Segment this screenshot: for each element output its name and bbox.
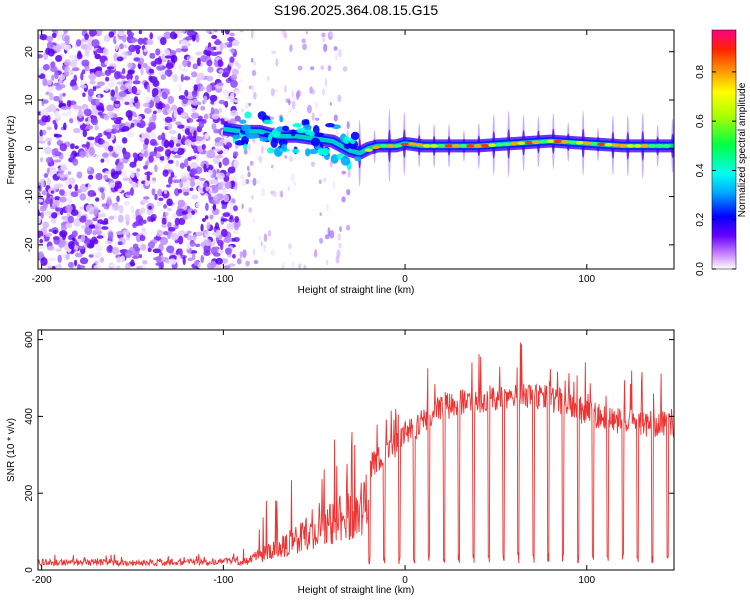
snr-xtick-label: 100 [578, 575, 595, 586]
snr-xtick-label: -100 [213, 575, 233, 586]
spectrogram-ytick-label: 20 [24, 46, 35, 58]
colorbar-tick-label: 0.2 [695, 212, 706, 226]
colorbar-gradient [711, 29, 737, 270]
snr-xlabel: Height of straight line (km) [298, 585, 415, 596]
spectrogram-ytick-label: 0 [24, 145, 35, 151]
colorbar: 0.0 0.2 0.4 0.6 0.8 Normalized spectral ampl… [695, 29, 748, 276]
spectrogram-ytick-label: -20 [24, 237, 35, 252]
snr-xtick-label: 0 [402, 575, 408, 586]
colorbar-tick-label: 0.6 [695, 114, 706, 128]
snr-ytick-label: 400 [24, 408, 35, 425]
colorbar-tick-label: 0.8 [695, 64, 706, 78]
spectrogram-xtick-label: -100 [213, 274, 233, 285]
snr-panel: -200 -100 0 100 0 200 400 600 Height of straigh… [6, 329, 675, 596]
snr-xtick-label: -200 [32, 575, 52, 586]
figure-title: S196.2025.364.08.15.G15 [274, 2, 438, 18]
spectrogram-ytick-label: 10 [24, 94, 35, 106]
snr-series-line [38, 342, 674, 567]
spectrogram-ylabel: Frequency (Hz) [6, 116, 17, 185]
spectrogram-image [38, 30, 674, 269]
snr-ytick-label: 600 [24, 331, 35, 348]
snr-frame [37, 329, 675, 571]
snr-ytick-label: 0 [24, 567, 35, 573]
snr-ylabel: SNR (10 * v/v) [6, 418, 17, 482]
spectrogram-xlabel: Height of straight line (km) [298, 285, 415, 296]
colorbar-tick-label: 0.0 [695, 262, 706, 276]
spectrogram-frame [37, 29, 675, 270]
snr-axes: -200 -100 0 100 0 200 400 600 [24, 330, 674, 586]
spectrogram-xtick-label: -200 [32, 274, 52, 285]
snr-plot [38, 342, 674, 567]
colorbar-tick-label: 0.4 [695, 163, 706, 177]
spectrogram-ytick-label: -10 [24, 189, 35, 204]
colorbar-label: Normalized spectral amplitude [737, 82, 748, 217]
spectrogram-xtick-label: 0 [402, 274, 408, 285]
spectrogram-xtick-label: 100 [578, 274, 595, 285]
colorbar-ticks: 0.0 0.2 0.4 0.6 0.8 [695, 64, 736, 276]
snr-ytick-label: 200 [24, 484, 35, 501]
